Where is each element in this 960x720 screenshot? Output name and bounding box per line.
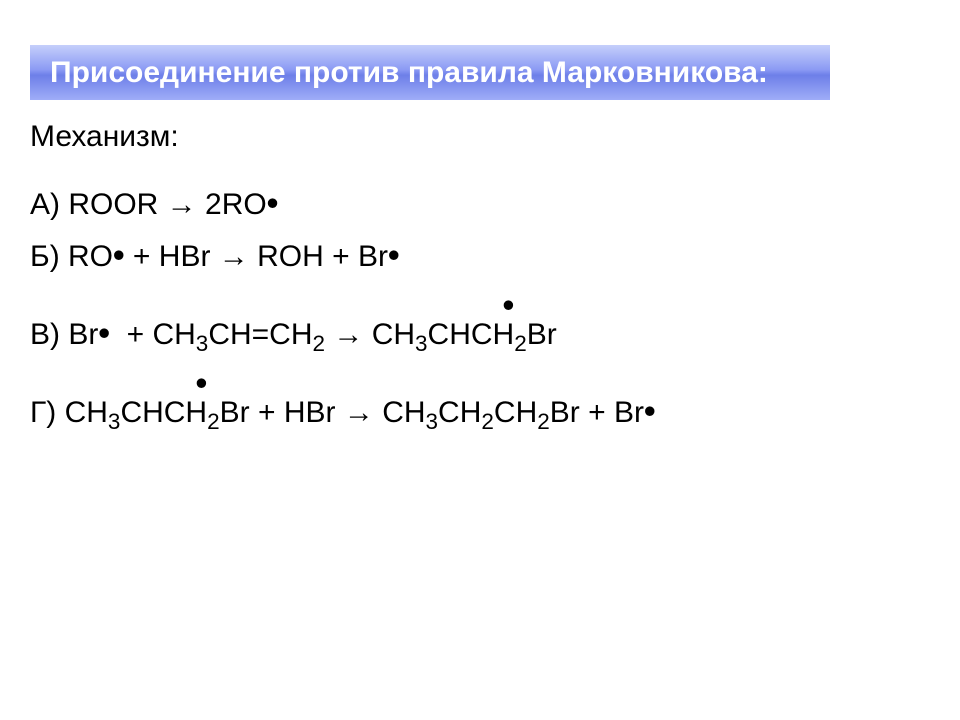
eq-v-label: В) <box>30 318 68 351</box>
eq-b-plus2: + <box>324 240 358 273</box>
eq-b-lhs1: RO <box>68 240 113 273</box>
eq-b-lhs2: HBr <box>159 240 211 273</box>
content-area: Механизм: А) ROOR → 2RO• Б) RO• + HBr → … <box>30 120 920 470</box>
equation-block-v: В) Br• + CH3CH=CH2 → CH3CHCH•2Br <box>30 314 920 356</box>
radical-dot: • <box>267 184 279 221</box>
eq-v-cheqch: CH=CH <box>208 318 312 351</box>
eq-g-ch2b: CH <box>494 396 537 429</box>
eq-g-ch2a: CH <box>438 396 481 429</box>
subscript-2: 2 <box>313 331 326 356</box>
eq-v-plus1: + <box>118 318 152 351</box>
eq-g-br3: Br <box>614 396 644 429</box>
eq-b-rhs2: Br <box>358 240 388 273</box>
subscript-3: 3 <box>426 409 439 434</box>
eq-b-label: Б) <box>30 240 68 273</box>
equation-a: А) ROOR → 2RO• <box>30 184 920 226</box>
radical-dot: • <box>98 314 110 351</box>
equation-g: Г) CH3CHCH•2Br + HBr → CH3CH2CH2Br + Br• <box>30 392 920 434</box>
eq-a-label: А) <box>30 188 68 221</box>
eq-g-hbr: HBr <box>284 396 336 429</box>
equation-v: В) Br• + CH3CH=CH2 → CH3CHCH•2Br <box>30 314 920 356</box>
subscript-2: 2 <box>537 409 550 434</box>
eq-v-chch: CHCH <box>428 318 515 351</box>
eq-g-ch3: CH <box>65 396 108 429</box>
eq-v-br: Br <box>68 318 98 351</box>
eq-v-ch3b: CH <box>372 318 415 351</box>
eq-g-br2: Br <box>550 396 580 429</box>
eq-a-lhs: ROOR <box>68 188 158 221</box>
equation-block-ab: А) ROOR → 2RO• Б) RO• + HBr → ROH + Br• <box>30 184 920 278</box>
eq-b-arrow: → <box>210 240 257 273</box>
eq-b-rhs1: ROH <box>257 240 324 273</box>
eq-g-chch: CHCH <box>120 396 207 429</box>
subscript-2: 2 <box>514 331 527 356</box>
subscript-3: 3 <box>415 331 428 356</box>
eq-v-br2: Br <box>527 318 557 351</box>
title-text: Присоединение против правила Марковников… <box>50 56 768 90</box>
eq-g-label: Г) <box>30 396 65 429</box>
subscript-3: 3 <box>108 409 121 434</box>
eq-g-arrow: → <box>344 396 382 429</box>
subscript-2: 2 <box>481 409 494 434</box>
subscript-3: 3 <box>196 331 209 356</box>
title-bar: Присоединение против правила Марковников… <box>30 45 830 100</box>
radical-dot: • <box>388 236 400 273</box>
radical-dot: • <box>644 392 656 429</box>
eq-g-ch3b: CH <box>382 396 425 429</box>
mechanism-heading: Механизм: <box>30 120 920 154</box>
eq-a-arrow: → <box>158 188 205 221</box>
eq-g-plus1: + <box>250 396 284 429</box>
eq-v-arrow: → <box>325 318 372 351</box>
subscript-2: 2 <box>207 409 220 434</box>
equation-block-g: Г) CH3CHCH•2Br + HBr → CH3CH2CH2Br + Br• <box>30 392 920 434</box>
eq-v-ch3: CH <box>152 318 195 351</box>
eq-b-plus1: + <box>125 240 159 273</box>
eq-g-plus2: + <box>580 396 614 429</box>
equation-b: Б) RO• + HBr → ROH + Br• <box>30 236 920 278</box>
eq-a-rhs1: 2RO <box>205 188 267 221</box>
eq-g-br1: Br <box>220 396 250 429</box>
radical-dot: • <box>113 236 125 273</box>
